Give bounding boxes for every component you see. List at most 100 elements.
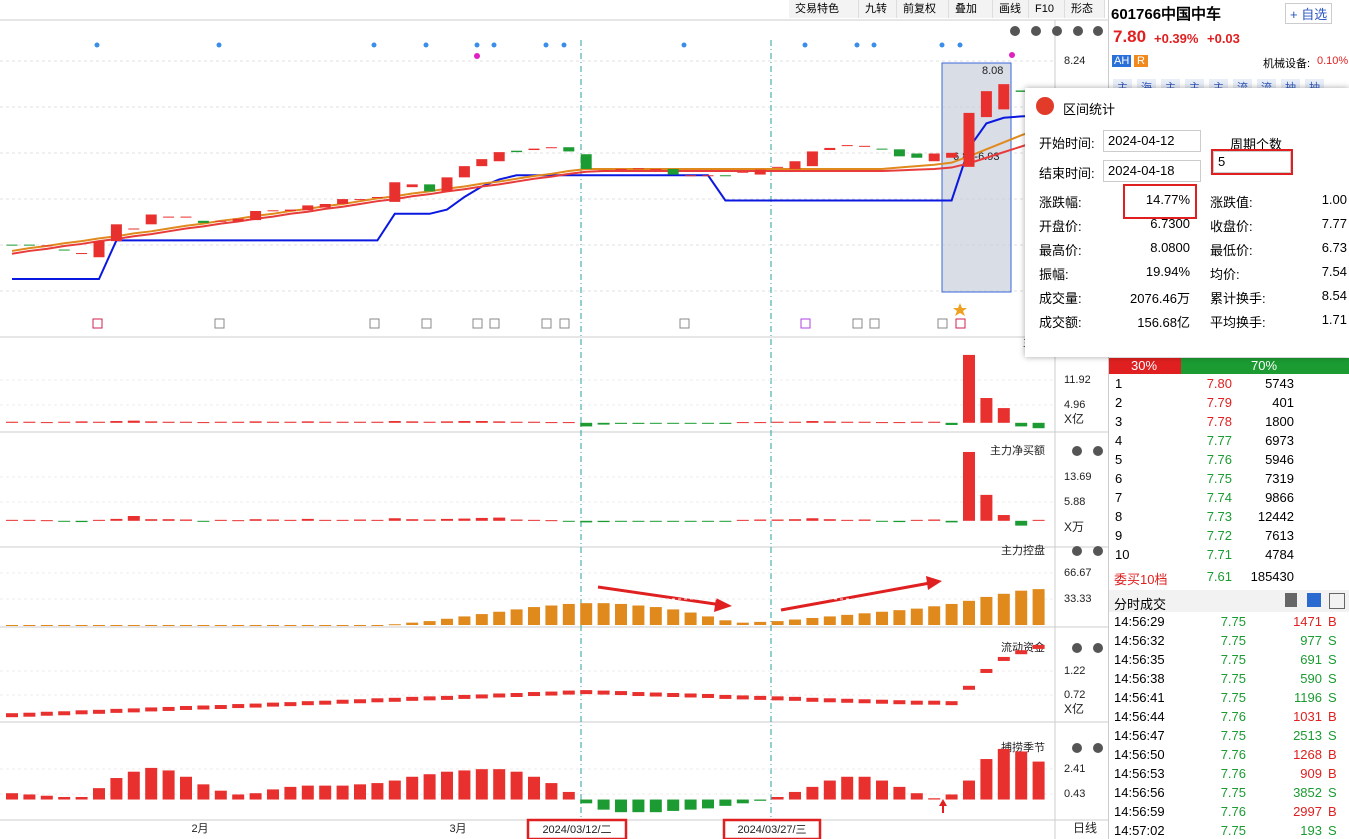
indicator-bar	[23, 421, 36, 423]
toolbar-button[interactable]: 叠加	[949, 0, 993, 18]
toolbar-button[interactable]: 九转	[859, 0, 897, 18]
trade-volume: 1031	[1293, 709, 1322, 724]
toolbar-button[interactable]: 形态	[1065, 0, 1105, 18]
indicator-bar	[284, 786, 297, 800]
toolbar-button[interactable]: 画线	[993, 0, 1029, 18]
indicator-bar	[180, 625, 192, 626]
indicator-bar	[823, 519, 836, 521]
indicator-bar	[336, 421, 349, 423]
panel-unit: X亿	[1064, 411, 1084, 426]
popup-logo	[1036, 97, 1054, 115]
toolbar-button[interactable]: 交易特色	[789, 0, 859, 18]
trade-price: 7.75	[1220, 652, 1246, 667]
sell-ratio-label: 70%	[1251, 358, 1278, 373]
indicator-bar	[388, 421, 401, 423]
stat-label: 成交量:	[1039, 291, 1082, 306]
trade-volume: 1268	[1293, 747, 1322, 762]
toolbar-button[interactable]: 前复权	[897, 0, 949, 18]
indicator-bar	[997, 593, 1010, 625]
indicator-bar	[40, 795, 53, 800]
candle	[354, 199, 366, 201]
indicator-bar	[493, 611, 506, 625]
book-summary-price: 7.61	[1206, 569, 1232, 584]
level: 10	[1115, 547, 1130, 562]
trades-tools[interactable]	[1329, 593, 1345, 609]
y-tick-label: 2.41	[1064, 763, 1085, 775]
candle	[250, 210, 262, 221]
abs-change: +0.03	[1207, 31, 1240, 46]
y-tick-label: 66.67	[1064, 567, 1092, 579]
indicator-bar	[301, 421, 314, 423]
quote-panel: 601766中国中车 + 自选 7.80 +0.39% +0.03 AH R 机…	[1108, 0, 1349, 839]
panel-help	[1072, 546, 1082, 556]
y-tick-label: 33.33	[1064, 593, 1092, 605]
indicator-bar	[806, 617, 819, 625]
candle	[476, 159, 488, 167]
period-label: 日线	[1073, 821, 1097, 835]
trade-volume: 3852	[1293, 785, 1322, 800]
stat-value: 7.54	[1321, 264, 1347, 279]
stat-label: 开盘价:	[1039, 219, 1082, 234]
indicator-bar	[406, 776, 419, 800]
indicator-bar	[319, 519, 332, 521]
trade-volume: 909	[1300, 766, 1322, 781]
indicator-bar	[632, 520, 645, 522]
trade-time: 14:56:38	[1114, 671, 1165, 686]
indicator-bar	[963, 451, 975, 521]
indicator-bar	[75, 625, 88, 626]
candle	[963, 112, 975, 167]
indicator-bar	[406, 519, 419, 521]
indicator-bar	[162, 625, 175, 626]
level-price: 7.73	[1206, 509, 1232, 524]
candle	[702, 175, 714, 177]
indicator-dash	[667, 693, 680, 697]
moving-average	[12, 114, 1039, 280]
candle	[424, 184, 436, 192]
period-count[interactable]: 5	[1211, 149, 1293, 175]
trade-price: 7.75	[1220, 785, 1246, 800]
indicator-dash	[632, 692, 645, 697]
tag[interactable]: AH	[1112, 55, 1132, 67]
level-volume: 7613	[1265, 528, 1294, 543]
start-date[interactable]: 2024-04-12	[1103, 130, 1201, 152]
indicator-bar	[354, 519, 366, 521]
highlight-box	[1123, 184, 1197, 219]
indicator-bar	[876, 780, 888, 800]
trade-time: 14:56:44	[1114, 709, 1165, 724]
indicator-dash	[40, 711, 53, 716]
trade-price: 7.75	[1220, 614, 1246, 629]
indicator-bar	[441, 771, 453, 800]
indicator-bar	[301, 785, 314, 800]
end-date[interactable]: 2024-04-18	[1103, 160, 1201, 182]
candle	[719, 175, 731, 177]
indicator-bar	[93, 625, 105, 626]
indicator-bar	[475, 517, 488, 521]
stock-title: 601766中国中车	[1111, 6, 1222, 23]
indicator-bar	[615, 520, 627, 522]
indicator-dash	[963, 685, 975, 690]
pct-change: +0.39%	[1154, 31, 1199, 46]
add-watchlist[interactable]: + 自选	[1285, 3, 1333, 24]
y-tick-label: 4.96	[1064, 399, 1085, 411]
indicator-bar	[441, 421, 453, 423]
indicator-dash	[249, 703, 262, 708]
candle	[685, 175, 697, 177]
chart-area: 8.08 6.86-6.93 2月 3月 2024/03/12/二 2024/0…	[0, 19, 1108, 839]
panel-close	[1093, 643, 1103, 653]
indicator-bar	[388, 624, 401, 626]
y-tick-label: 13.69	[1064, 471, 1092, 483]
tag[interactable]: R	[1134, 55, 1148, 67]
indicator-bar	[180, 776, 192, 800]
indicator-dash	[528, 692, 540, 697]
trades-tools[interactable]	[1285, 593, 1297, 607]
indicator-bar	[945, 520, 958, 523]
indicator-bar	[719, 799, 732, 806]
toolbar-button[interactable]: F10	[1029, 0, 1065, 18]
indicator-bar	[110, 778, 123, 800]
indicator-bar	[441, 518, 453, 521]
indicator-dash	[75, 710, 88, 715]
indicator-bar	[232, 421, 245, 423]
panel-unit: X万	[1064, 520, 1084, 534]
trades-tools[interactable]	[1307, 593, 1321, 607]
candle	[337, 199, 349, 204]
